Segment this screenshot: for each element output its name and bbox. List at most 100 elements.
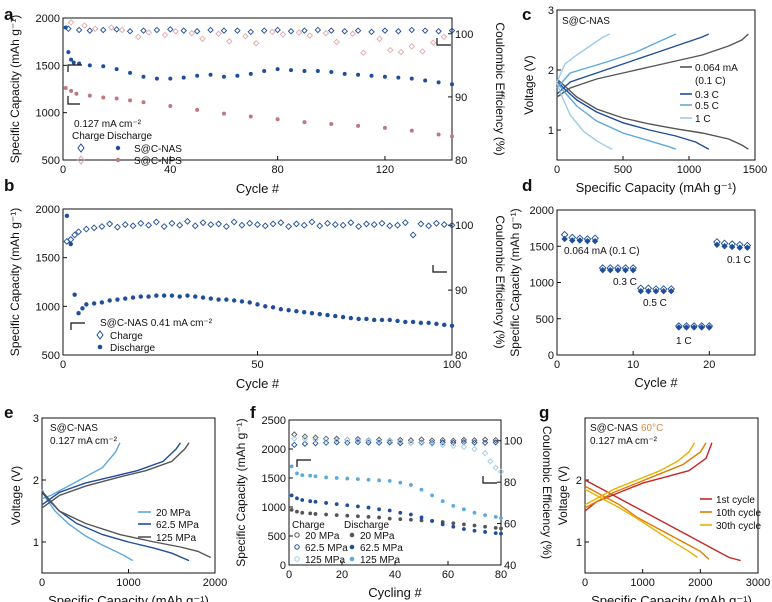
panel-b-point: [137, 219, 145, 227]
panel-c-ytick-label: 3: [548, 5, 554, 17]
panel-a-point: [128, 70, 133, 75]
panel-c-legend-label: 1 C: [695, 114, 711, 125]
panel-b-point: [362, 220, 370, 228]
panel-f-point: [493, 525, 498, 530]
panel-b-point: [395, 318, 400, 324]
panel-b-point: [129, 222, 137, 230]
panel-f-xtick-label: 0: [286, 569, 292, 581]
panel-a-point: [302, 69, 307, 74]
panel-a-point: [275, 117, 280, 122]
panel-a-point: [435, 28, 442, 35]
panel-a-point: [349, 30, 356, 38]
panel-f-point: [471, 439, 478, 446]
panel-b-point: [269, 220, 277, 228]
panel-a-point: [408, 26, 415, 34]
panel-b-point: [152, 218, 160, 226]
panel-a-point: [101, 64, 106, 69]
panel-a-point: [65, 25, 72, 32]
panel-f-point: [322, 439, 330, 446]
panel-a-point: [145, 29, 153, 36]
panel-f-point: [407, 437, 415, 444]
panel-b-point: [67, 236, 75, 243]
panel-g-sample: S@C-NAS: [590, 423, 638, 434]
panel-f-point: [419, 518, 424, 523]
panel-g-ytick-label: 1: [576, 537, 582, 549]
panel-a-point: [242, 33, 249, 40]
panel-b-point: [80, 306, 85, 311]
panel-f-point: [440, 499, 445, 504]
panel-b-point: [68, 241, 73, 247]
panel-f-point: [366, 477, 371, 482]
panel-d-point: [637, 288, 644, 295]
panel-a-point: [274, 26, 281, 34]
panel-d-rate-label: 0.3 C: [613, 277, 637, 288]
panel-b-legend-charge: Charge: [110, 331, 143, 342]
panel-f-point: [356, 514, 360, 519]
panel-d-frame: [556, 209, 756, 356]
panel-f-point: [451, 524, 456, 529]
panel-b-point: [372, 317, 377, 323]
panel-a-legend-marker: [77, 143, 85, 153]
panel-a-point: [180, 27, 187, 34]
panel-a-point: [409, 76, 414, 81]
panel-d-ytick-label: 1500: [530, 241, 554, 253]
panel-a-xtick-label: 80: [271, 164, 283, 176]
panel-e-curve-discharge: [41, 490, 212, 559]
panel-b-ytick-label: 1000: [36, 301, 60, 313]
panel-f-point: [344, 436, 351, 443]
panel-b-point: [403, 319, 408, 325]
panel-a-point: [450, 82, 454, 87]
panel-d-point: [622, 266, 629, 274]
panel-b-point: [107, 298, 112, 303]
panel-b-point: [340, 314, 346, 320]
panel-d-ytick-label: 500: [536, 314, 554, 326]
panel-b-point: [261, 222, 269, 230]
panel-a-point: [188, 29, 196, 37]
panel-f-point: [471, 445, 478, 453]
panel-b-point: [84, 302, 89, 307]
panel-b-point: [292, 220, 300, 228]
panel-f-point: [462, 527, 466, 531]
panel-b-point: [255, 302, 260, 307]
panel-f-point: [450, 442, 457, 450]
panel-b-point: [449, 323, 455, 328]
panel-b-point: [145, 221, 153, 229]
panel-b-point: [379, 317, 385, 323]
panel-f-point: [460, 443, 468, 451]
panel-f-point: [345, 476, 350, 481]
panel-b-label: b: [4, 176, 14, 195]
panel-d-point: [591, 237, 599, 245]
panel-f-point: [301, 433, 309, 440]
panel-f-point: [377, 515, 381, 520]
panel-a-point: [226, 38, 233, 45]
panel-b-point: [440, 221, 448, 229]
panel-a-point: [329, 122, 334, 127]
panel-a-point: [67, 19, 75, 26]
panel-d-rate-label: 0.064 mA (0.1 C): [564, 246, 640, 257]
panel-a-point: [66, 50, 71, 55]
panel-a-point: [450, 134, 454, 139]
panel-f-point: [462, 507, 466, 512]
panel-b-point: [231, 298, 237, 303]
panel-b-legend-marker: [97, 344, 103, 350]
panel-e-ytick-label: 1: [33, 537, 39, 549]
panel-b-point: [270, 305, 276, 310]
panel-d-point: [675, 324, 683, 331]
panel-f-point: [308, 499, 313, 504]
panel-a-point: [207, 26, 214, 34]
panel-f-point: [451, 503, 456, 508]
panel-f-legend-marker: [349, 532, 355, 538]
panel-a-point: [221, 111, 226, 116]
panel-a-point: [63, 86, 68, 91]
panel-a-point: [440, 33, 448, 41]
panel-c-legend-label: 0.064 mA: [695, 63, 738, 74]
panel-f-y2label: Coulombic Efficiency (%): [540, 426, 554, 559]
panel-d-point: [652, 288, 660, 295]
panel-b-point: [193, 294, 198, 299]
panel-a-point: [167, 26, 174, 33]
panel-f-point: [428, 440, 436, 447]
panel-b-point: [123, 296, 128, 301]
panel-g-ylabel: Voltage (V): [556, 466, 570, 525]
panel-f-label: f: [250, 403, 256, 422]
panel-e-ytick-label: 2: [33, 475, 39, 487]
